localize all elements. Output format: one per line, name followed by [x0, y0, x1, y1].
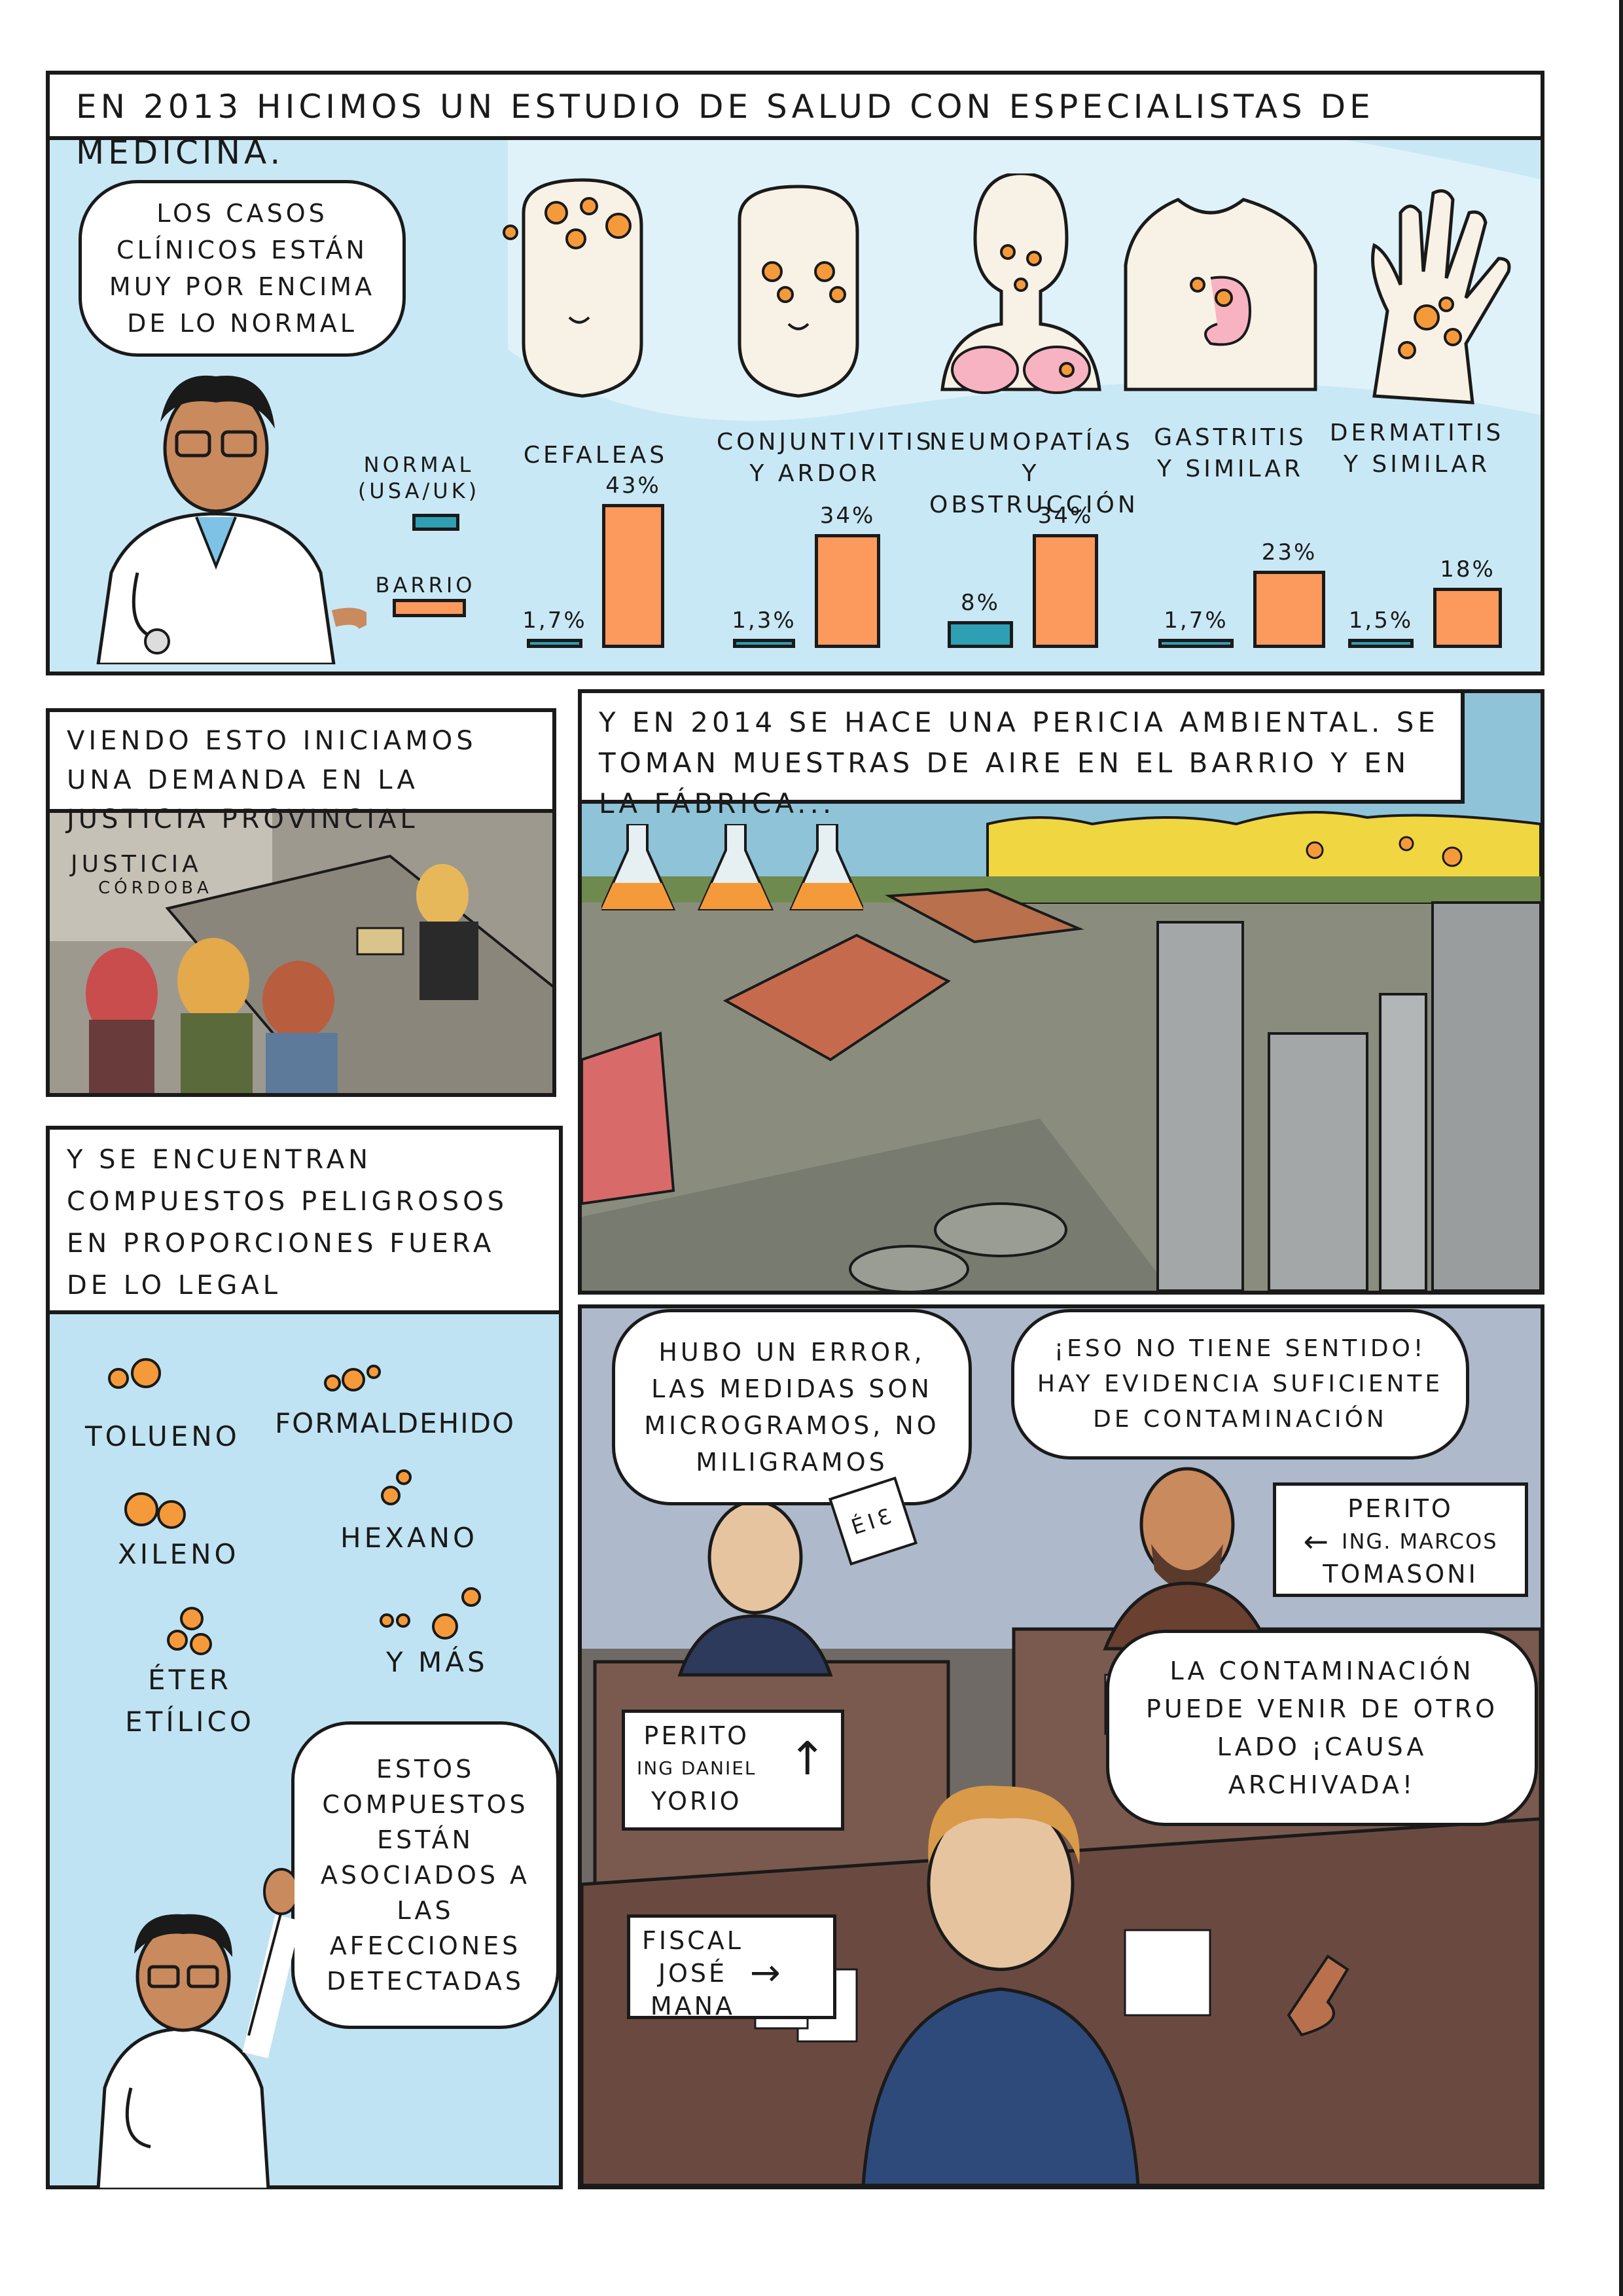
- compound-dot: [342, 1368, 365, 1391]
- sign-perito-yorio: PERITO ING DANIEL YORIO ↑: [622, 1710, 844, 1831]
- paper-text: ÉIƐ: [848, 1502, 898, 1540]
- sign-title: PERITO: [1347, 1494, 1454, 1523]
- sign-name-line: ING DANIEL: [637, 1757, 757, 1779]
- caption-health-study: EN 2013 HICIMOS UN ESTUDIO DE SALUD CON …: [46, 71, 1544, 171]
- value-label-normal: 1,7%: [522, 607, 587, 634]
- expert-tomasoni-speech-bubble: ¡ESO NO TIENE SENTIDO! HAY EVIDENCIA SUF…: [1011, 1309, 1469, 1460]
- value-label-barrio: 18%: [1440, 556, 1495, 583]
- legend-barrio-swatch: [393, 599, 466, 617]
- sign-surname: YORIO: [651, 1787, 742, 1816]
- bar-normal: [527, 639, 582, 648]
- compound-label: FORMALDEHIDO: [275, 1407, 516, 1439]
- legend-normal-label: NORMAL (USA/UK): [357, 452, 480, 503]
- wall-sign-justicia: JUSTICIA: [71, 851, 202, 878]
- sign-surname: MANA: [650, 1992, 736, 2020]
- doctor-illustration: [96, 375, 366, 664]
- compound-dot: [396, 1469, 412, 1485]
- bar-barrio: [1253, 571, 1325, 648]
- bar-normal: [733, 639, 795, 648]
- torso-gastritis-icon: [1124, 198, 1317, 391]
- compound-dot: [131, 1358, 161, 1388]
- compound-dot: [380, 1613, 394, 1628]
- compound-dot: [324, 1374, 341, 1391]
- arrow-up-icon: ↑: [788, 1732, 829, 1785]
- arrow-right-icon: →: [749, 1952, 783, 1994]
- compound-label: TOLUENO: [85, 1420, 240, 1452]
- arrow-left-icon: ←: [1303, 1524, 1332, 1559]
- sign-surname: TOMASONI: [1323, 1560, 1478, 1588]
- value-label-barrio: 43%: [605, 473, 661, 499]
- category-label-conjuntivitis: CONJUNTIVITIS Y ARDOR: [717, 429, 935, 487]
- caption-dangerous-compounds: Y SE ENCUENTRAN COMPUESTOS PELIGROSOS EN…: [46, 1126, 563, 1314]
- sign-title: PERITO: [643, 1721, 750, 1750]
- compound-dot: [396, 1613, 410, 1628]
- sign-name-line: ING. MARCOS: [1342, 1529, 1498, 1554]
- category-label-dermatitis: DERMATITIS Y SIMILAR: [1329, 420, 1505, 478]
- bar-normal: [1158, 639, 1234, 648]
- bar-normal: [948, 621, 1013, 648]
- wall-sign-cordoba: CÓRDOBA: [98, 878, 213, 898]
- panel-environmental-study: [578, 689, 1544, 1295]
- lungs-neumopatias-icon: [940, 173, 1101, 394]
- value-label-barrio: 23%: [1261, 539, 1317, 565]
- compound-label: XILENO: [118, 1538, 240, 1570]
- sign-fiscal-mana: FISCAL JOSÉ MANA →: [627, 1914, 836, 2020]
- compound-dot: [432, 1613, 458, 1640]
- expert-yorio-speech-bubble: HUBO UN ERROR, LAS MEDIDAS SON MICROGRAM…: [612, 1309, 972, 1505]
- legend-normal-swatch: [412, 514, 459, 531]
- compound-dot: [180, 1607, 204, 1630]
- bar-barrio: [1033, 534, 1098, 648]
- sign-name-line: JOSÉ: [658, 1959, 728, 1988]
- sample-flasks-illustration: [601, 824, 863, 910]
- doctor-compounds-speech-bubble: ESTOS COMPUESTOS ESTÁN ASOCIADOS A LAS A…: [291, 1721, 560, 2029]
- value-label-barrio: 34%: [1037, 503, 1094, 529]
- compound-dot: [157, 1500, 186, 1529]
- compound-label: HEXANO: [340, 1522, 478, 1554]
- compound-label: ÉTER ETÍLICO: [125, 1664, 255, 1738]
- legend-barrio-label: BARRIO: [375, 573, 476, 598]
- caption-environmental-study: Y EN 2014 SE HACE UNA PERICIA AMBIENTAL.…: [578, 689, 1465, 819]
- symptom-illustrations: [503, 173, 1511, 404]
- bar-barrio: [602, 504, 664, 648]
- category-label-cefaleas: CEFALEAS: [523, 442, 668, 469]
- value-label-normal: 1,5%: [1348, 607, 1414, 634]
- prosecutor-speech-bubble: LA CONTAMINACIÓN PUEDE VENIR DE OTRO LAD…: [1106, 1630, 1538, 1826]
- value-label-normal: 1,3%: [732, 607, 796, 634]
- value-label-normal: 1,7%: [1164, 607, 1228, 634]
- compound-label: Y MÁS: [386, 1646, 488, 1678]
- compound-dot: [167, 1630, 188, 1651]
- category-label-neumopatias: NEUMOPATÍAS Y OBSTRUCCIÓN: [929, 429, 1139, 518]
- value-label-barrio: 34%: [819, 503, 876, 529]
- compound-dot: [124, 1492, 158, 1526]
- bar-barrio: [1433, 588, 1502, 648]
- caption-court-demand: VIENDO ESTO INICIAMOS UNA DEMANDA EN LA …: [46, 708, 556, 834]
- page-edge-line: [1619, 0, 1623, 2296]
- category-label-gastritis: GASTRITIS Y SIMILAR: [1154, 424, 1307, 482]
- doctor-waving-illustration: [96, 1868, 294, 2189]
- court-scene-illustration: [50, 810, 552, 1093]
- sign-title: FISCAL: [642, 1926, 743, 1955]
- value-label-normal: 8%: [961, 590, 1000, 616]
- compound-dot: [461, 1587, 481, 1607]
- hand-dermatitis-icon: [1371, 189, 1511, 404]
- compound-dot: [366, 1365, 381, 1379]
- bar-barrio: [815, 534, 880, 648]
- head-cefaleas-icon: [503, 178, 643, 398]
- head-conjuntivitis-icon: [738, 185, 859, 398]
- compound-dot: [108, 1368, 129, 1389]
- compound-dot: [381, 1486, 401, 1505]
- doctor-speech-bubble: LOS CASOS CLÍNICOS ESTÁN MUY POR ENCIMA …: [79, 180, 406, 357]
- sign-perito-tomasoni: PERITO ← ING. MARCOS TOMASONI: [1273, 1482, 1528, 1597]
- bar-normal: [1348, 639, 1414, 648]
- compound-dot: [190, 1633, 212, 1655]
